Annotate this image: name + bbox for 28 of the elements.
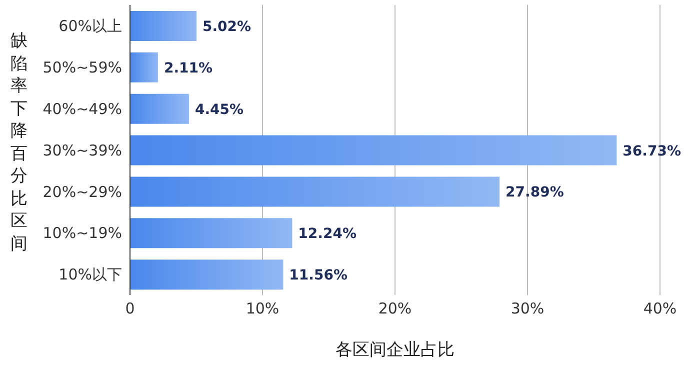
data-label: 4.45% bbox=[194, 102, 244, 118]
text: 缺陷率下降百分比区间 bbox=[10, 31, 28, 254]
x-tick-label: 30% bbox=[510, 300, 544, 318]
bar bbox=[130, 52, 158, 82]
y-tick-label: 30%~39% bbox=[42, 141, 122, 160]
data-label: 36.73% bbox=[622, 143, 681, 160]
bar bbox=[130, 135, 617, 166]
x-tick-label: 0 bbox=[125, 300, 135, 318]
x-tick-label: 10% bbox=[246, 300, 280, 318]
bar bbox=[130, 218, 292, 248]
bar bbox=[130, 94, 189, 124]
bar bbox=[130, 260, 284, 290]
y-tick-label: 60%以上 bbox=[58, 17, 122, 36]
data-label: 11.56% bbox=[289, 268, 348, 284]
y-tick-label: 10%以下 bbox=[58, 266, 122, 284]
bar bbox=[130, 11, 197, 41]
x-axis-title: 各区间企业占比 bbox=[336, 340, 454, 360]
x-tick-label: 40% bbox=[643, 300, 677, 318]
y-tick-label: 40%~49% bbox=[42, 100, 122, 118]
y-tick-label: 50%~59% bbox=[42, 58, 122, 76]
data-label: 12.24% bbox=[298, 226, 356, 242]
data-label: 2.11% bbox=[164, 60, 213, 76]
y-tick-label: 20%~29% bbox=[42, 182, 122, 201]
y-tick-label: 10%~19% bbox=[42, 224, 122, 242]
x-tick-label: 20% bbox=[378, 300, 412, 318]
bar bbox=[130, 176, 500, 207]
data-label: 5.02% bbox=[202, 19, 252, 35]
data-label: 27.89% bbox=[506, 184, 564, 201]
